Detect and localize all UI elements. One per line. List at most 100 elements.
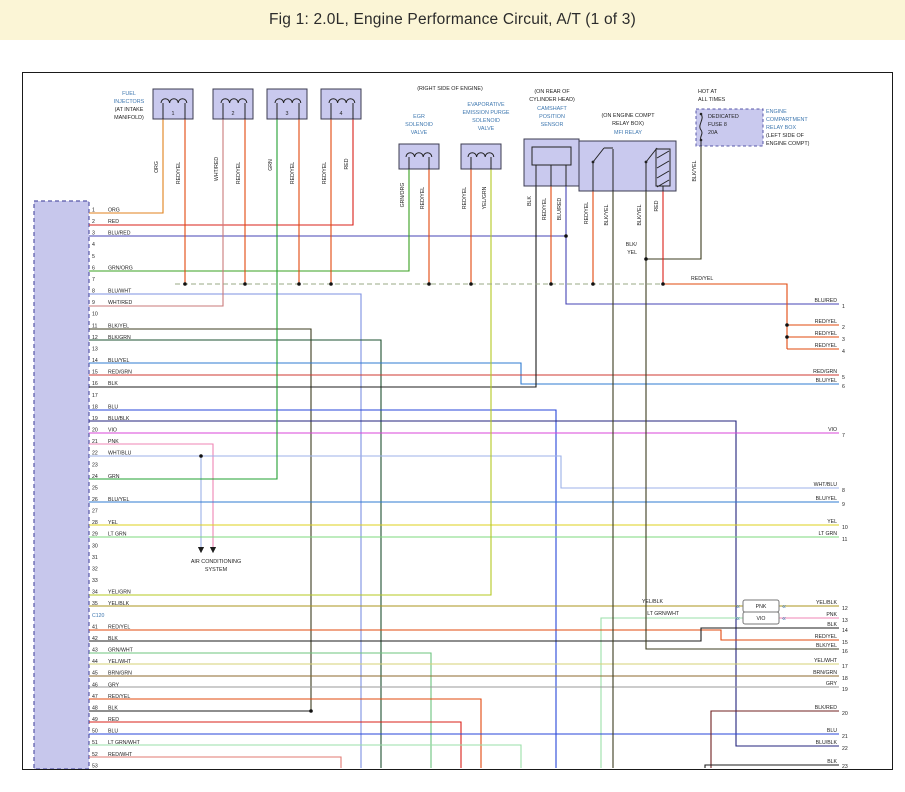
- symbol-line: [645, 147, 658, 163]
- dedicated-fuse-label: FUSE 8: [708, 122, 727, 128]
- left-pin-wire-label: BLK: [108, 381, 118, 387]
- injector-coil-icon: [328, 98, 356, 104]
- right-pin-number: 14: [842, 628, 848, 634]
- camshaft-location-note: CYLINDER HEAD): [529, 97, 575, 103]
- junction-dot: [243, 282, 247, 286]
- left-pin-number: 14: [92, 358, 98, 364]
- wire-color-label: BLK/: [626, 242, 638, 248]
- left-pin-number: 32: [92, 566, 98, 572]
- wire-grn: [89, 119, 278, 480]
- junction-dot: [549, 282, 553, 286]
- relay-box-location-note: ENGINE COMPT): [766, 141, 810, 147]
- right-pin-number: 2: [842, 325, 845, 331]
- fuel-injector-box: [212, 88, 254, 120]
- wire-color-label: RED: [344, 158, 350, 169]
- dedicated-fuse-box: [695, 108, 764, 147]
- wire-color-label: RED/YEL: [542, 198, 548, 220]
- solenoid-coil-icon: [467, 152, 495, 158]
- wire-blu-yel: [89, 362, 839, 385]
- left-pin-wire-label: BLK/YEL: [108, 323, 129, 329]
- junction-dot: [199, 454, 203, 458]
- injector-number: 4: [340, 111, 343, 117]
- injector-number: 2: [232, 111, 235, 117]
- left-pin-number: 43: [92, 648, 98, 654]
- left-pin-number: 15: [92, 370, 98, 376]
- injector-coil-icon: [160, 98, 188, 104]
- mfi-relay-location-note: (ON ENGINE COMPT: [601, 113, 655, 119]
- relay-contact-dot: [644, 160, 648, 164]
- left-pin-number: 28: [92, 520, 98, 526]
- wire-color-label: RED/YEL: [691, 276, 713, 282]
- figure-title: Fig 1: 2.0L, Engine Performance Circuit,…: [269, 11, 636, 28]
- wire-color-label: YEL/GRN: [482, 186, 488, 209]
- fuse-terminal-dot: [699, 112, 703, 116]
- left-pin-number: 2: [92, 219, 95, 225]
- left-pin-wire-label: WHT/BLU: [108, 451, 132, 457]
- left-pin-wire-label: PNK: [108, 439, 119, 445]
- engine-side-note: (RIGHT SIDE OF ENGINE): [417, 86, 483, 92]
- left-pin-wire-label: BLK: [108, 705, 118, 711]
- left-pin-number: 13: [92, 346, 98, 352]
- wire-color-label: BLK/YEL: [637, 204, 643, 225]
- wire-blk: [704, 764, 839, 768]
- left-pin-number: 17: [92, 393, 98, 399]
- engine-compartment-relay-box-label: RELAY BOX: [766, 125, 796, 131]
- injector-number: 1: [172, 111, 175, 117]
- left-pin-wire-label: VIO: [108, 428, 117, 434]
- wire-blu-blk: [89, 420, 839, 747]
- wire-blk-red: [710, 710, 839, 768]
- connector-chevron-icon: «: [782, 604, 786, 611]
- right-pin-number: 16: [842, 649, 848, 655]
- right-pin-wire-label: BLU/BLK: [816, 740, 838, 746]
- left-pin-number: 12: [92, 335, 98, 341]
- left-pin-wire-label: GRY: [108, 682, 120, 688]
- egr-solenoid-box: [398, 143, 440, 170]
- left-pin-number: 9: [92, 300, 95, 306]
- ac-arrow-icon: [198, 547, 204, 553]
- wire-red-wht: [89, 756, 342, 768]
- dedicated-fuse-label: DEDICATED: [708, 114, 739, 120]
- wire-color-label: RED/YEL: [290, 162, 296, 184]
- left-pin-number: 3: [92, 231, 95, 237]
- wire-color-label: WHT/RED: [214, 157, 220, 181]
- left-pin-wire-label: BLU/RED: [108, 231, 131, 237]
- wire-red: [89, 721, 462, 768]
- connector-id-label: C120: [92, 613, 105, 619]
- left-pin-number: 4: [92, 242, 95, 248]
- left-pin-number: 5: [92, 254, 95, 260]
- left-pin-number: 25: [92, 485, 98, 491]
- fuel-injector-box: [266, 88, 308, 120]
- wire-color-label: RED/YEL: [176, 162, 182, 184]
- hot-at-all-times-note: ALL TIMES: [698, 97, 726, 103]
- right-pin-wire-label: BLK/YEL: [816, 643, 837, 649]
- junction-dot: [183, 282, 187, 286]
- wire-pnk: [89, 443, 214, 547]
- right-pin-wire-label: YEL: [827, 519, 837, 525]
- junction-dot: [564, 234, 568, 238]
- engine-compartment-relay-box-label: COMPARTMENT: [766, 117, 808, 123]
- junction-dot: [591, 282, 595, 286]
- air-conditioning-system-label: SYSTEM: [205, 567, 228, 573]
- inline-connector-label: PNK: [756, 604, 767, 610]
- right-pin-wire-label: GRY: [826, 681, 838, 687]
- wiring-diagram-frame: 1 ORG 2 RED 3 BLU/RED 4 5 6 GRN/ORG 7 8 BLU/WHT 9 WHT/…: [22, 72, 893, 770]
- left-pin-number: 47: [92, 694, 98, 700]
- mfi-relay-location-note: RELAY BOX): [612, 121, 644, 127]
- wire-color-label: RED/YEL: [584, 202, 590, 224]
- left-pin-wire-label: BLU/WHT: [108, 289, 132, 295]
- right-pin-number: 11: [842, 537, 847, 543]
- left-pin-number: 44: [92, 659, 98, 665]
- right-pin-wire-label: BLK/RED: [815, 705, 837, 711]
- left-pin-wire-label: BLU: [108, 404, 118, 410]
- inline-connector-box: [742, 611, 780, 625]
- left-pin-number: 11: [92, 323, 97, 329]
- right-pin-wire-label: RED/YEL: [815, 634, 837, 640]
- left-pin-number: 10: [92, 312, 98, 318]
- left-pin-wire-label: ORG: [108, 208, 120, 214]
- wire-red: [89, 119, 354, 226]
- purge-solenoid-box: [460, 143, 502, 170]
- wire-color-label: BLU/RED: [557, 198, 563, 221]
- relay-contact-dot: [591, 160, 595, 164]
- right-pin-number: 12: [842, 606, 848, 612]
